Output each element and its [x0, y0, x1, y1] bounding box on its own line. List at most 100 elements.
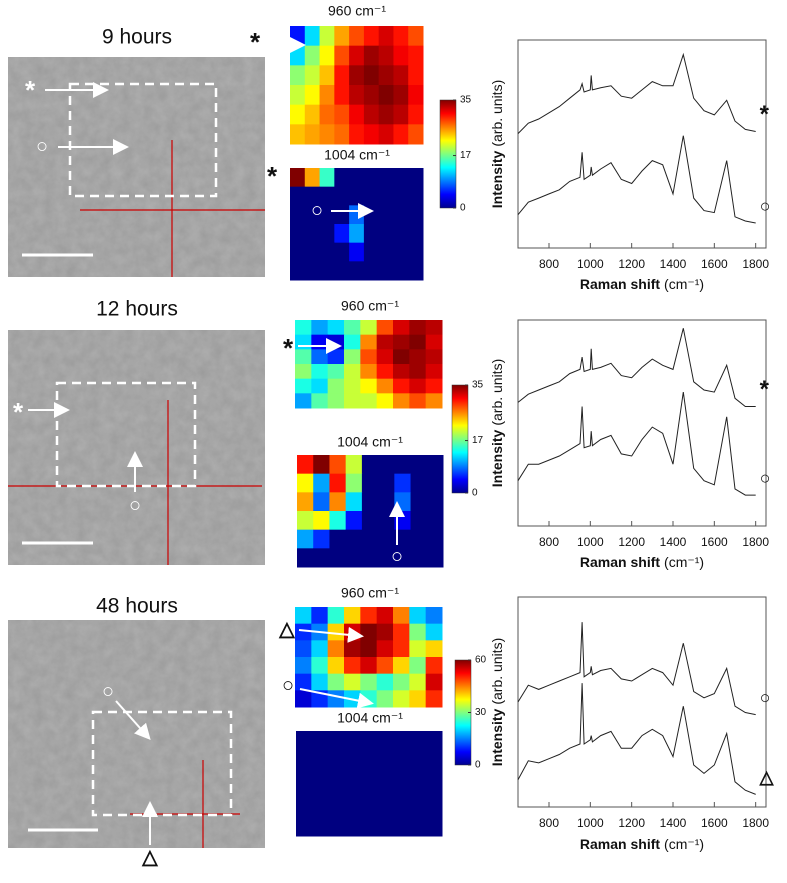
map-cell [378, 529, 395, 549]
map-cell [360, 657, 378, 675]
map-cell [378, 124, 394, 145]
map-cell [363, 85, 380, 106]
map-cell [295, 640, 312, 658]
y-axis-label-name: Intensity [489, 150, 505, 208]
map-cell [360, 607, 378, 625]
map-cell [344, 349, 361, 365]
map-cell [344, 623, 361, 641]
map-cell [376, 334, 394, 350]
map-cell [295, 657, 312, 675]
x-axis-label-name: Raman shift [580, 276, 660, 292]
map-cell [360, 818, 378, 837]
map-label: 960 cm⁻¹ [328, 3, 386, 19]
x-tick-label: 1400 [660, 257, 687, 271]
map-cell [304, 205, 321, 225]
map-cell [376, 349, 394, 365]
map-cell [334, 261, 350, 281]
map-cell [425, 349, 443, 365]
y-axis-label: Intensity (arb. units) [489, 359, 505, 488]
map-cell [408, 205, 424, 225]
map-cell [311, 334, 329, 350]
map-cell [329, 511, 347, 531]
arrow [298, 626, 364, 643]
micrograph-texture [8, 57, 265, 277]
map-cell [378, 186, 394, 206]
map-cell [409, 349, 427, 365]
colorbar-tick-label: 17 [472, 435, 484, 446]
map-cell [349, 65, 365, 86]
map-cell [361, 473, 379, 493]
map-cell [393, 818, 411, 837]
map-cell [425, 801, 443, 819]
map-cell [296, 748, 313, 767]
map-cell [378, 548, 395, 568]
y-axis-label-unit: (arb. units) [489, 359, 505, 426]
roi-box [55, 381, 197, 488]
map-cell [376, 657, 394, 675]
map-cell [328, 818, 346, 837]
map-cell [290, 261, 306, 281]
map-cell [297, 492, 314, 512]
map-cell [319, 65, 335, 86]
map-cell [319, 45, 335, 66]
map-cell [312, 748, 329, 767]
map-cell [360, 690, 378, 708]
colorbar-tick-label: 0 [475, 760, 481, 771]
map-cell [363, 124, 380, 145]
map-cell [376, 320, 394, 336]
map-cell [295, 690, 312, 708]
map-cell [349, 186, 365, 206]
marker-symbol: * [267, 161, 278, 191]
map-cell [334, 45, 350, 66]
x-axis-label-unit: (cm⁻¹) [664, 276, 704, 292]
map-cell [344, 607, 361, 625]
map-cell [409, 320, 427, 336]
map-cell [319, 168, 335, 188]
map-cell [360, 623, 378, 641]
map-cell [393, 124, 409, 145]
y-axis-label-name: Intensity [489, 429, 505, 487]
map-cell [290, 45, 306, 66]
map-cell [297, 529, 314, 549]
map-cell [312, 731, 329, 749]
marker-symbol: △ [141, 846, 158, 868]
map-cell [409, 607, 427, 625]
roi-box [68, 82, 218, 198]
map-cell [376, 673, 394, 691]
map-cell [361, 511, 379, 531]
map-cell [327, 393, 345, 409]
colorbar [439, 99, 457, 209]
x-tick-label: 1400 [660, 535, 687, 549]
map-cell [290, 104, 306, 125]
map-cell [393, 657, 410, 675]
map-cell [311, 607, 329, 625]
map-cell [344, 801, 362, 819]
colorbar-tick-label: 0 [472, 488, 478, 499]
map-cell [349, 45, 365, 66]
map-cell [327, 378, 345, 394]
map-cell [345, 492, 363, 512]
x-tick-label: 1200 [618, 535, 645, 549]
colorbar-tick-label: 35 [472, 380, 484, 391]
map-cell [408, 168, 424, 188]
map-cell [425, 783, 443, 802]
map-label: 960 cm⁻¹ [341, 585, 399, 601]
map-cell [363, 104, 380, 125]
map-cell [376, 607, 394, 625]
map-cell [393, 65, 409, 86]
map-cell [378, 26, 394, 47]
series-label: ○ [760, 196, 771, 216]
map-cell [363, 168, 380, 188]
map-cell [376, 378, 394, 394]
y-axis-label-unit: (arb. units) [489, 80, 505, 147]
map-cell [304, 261, 321, 281]
map-cell [328, 731, 346, 749]
map-cell [409, 801, 427, 819]
map-cell [313, 473, 330, 493]
x-tick-label: 1200 [618, 257, 645, 271]
map-cell [311, 673, 329, 691]
map-cell [295, 623, 312, 641]
map-cell [334, 104, 350, 125]
map-cell [349, 261, 365, 281]
map-cell [334, 242, 350, 262]
